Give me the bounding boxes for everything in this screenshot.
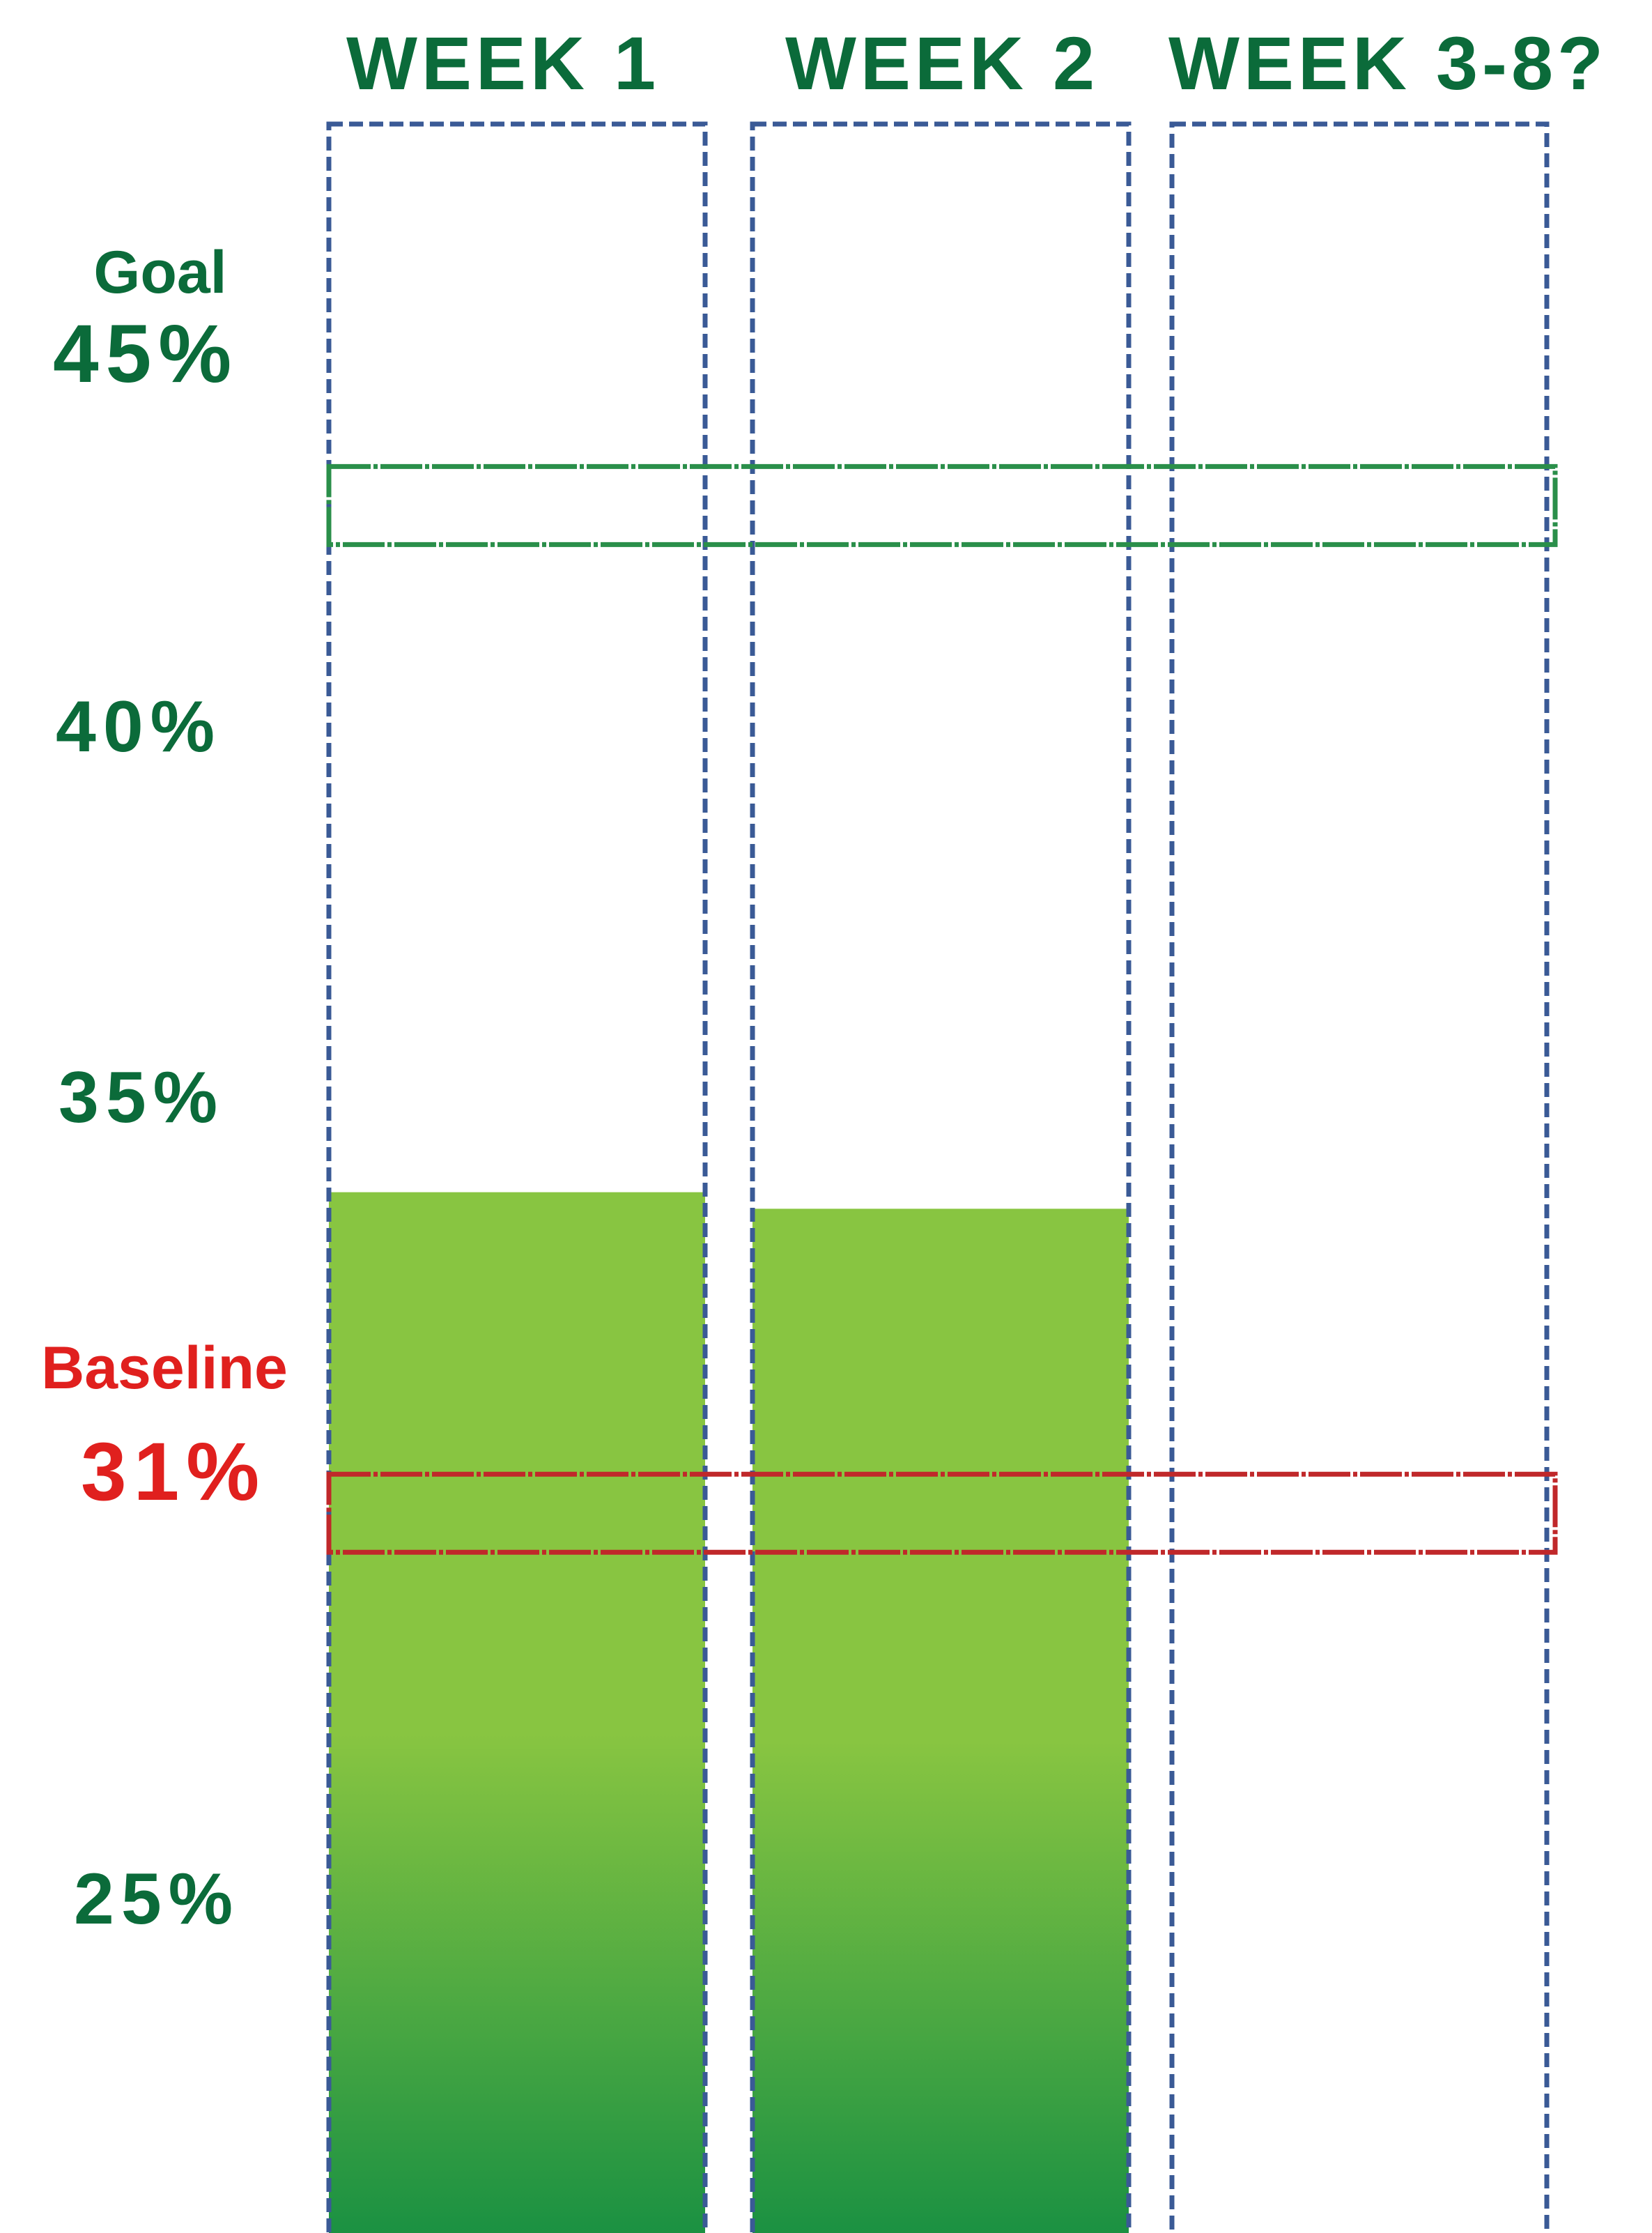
week-label-2: WEEK 2 <box>785 21 1099 105</box>
bar-week-2 <box>752 1208 1129 2233</box>
baseline-title: Baseline <box>41 1335 288 1402</box>
bar-week-1 <box>329 1192 705 2233</box>
goal-title: Goal <box>93 239 226 306</box>
column-frame-1 <box>326 121 708 2233</box>
data-label-week-1: 35.46% <box>369 1084 657 1165</box>
y-tick-label: 40% <box>56 686 222 767</box>
data-label-week-2: 35.23% <box>798 1084 1086 1165</box>
baseline-band <box>326 1471 1558 1555</box>
baseline-value: 31% <box>81 1426 266 1518</box>
y-tick-label: 35% <box>59 1057 224 1138</box>
goal-band <box>326 463 1558 547</box>
week-label-3: WEEK 3-8? <box>1168 21 1607 105</box>
column-frame-3 <box>1169 121 1550 2233</box>
column-frame-2 <box>750 121 1132 2233</box>
goal-value: 45% <box>53 308 238 400</box>
week-label-1: WEEK 1 <box>346 21 660 105</box>
y-tick-label: 25% <box>74 1859 240 1940</box>
